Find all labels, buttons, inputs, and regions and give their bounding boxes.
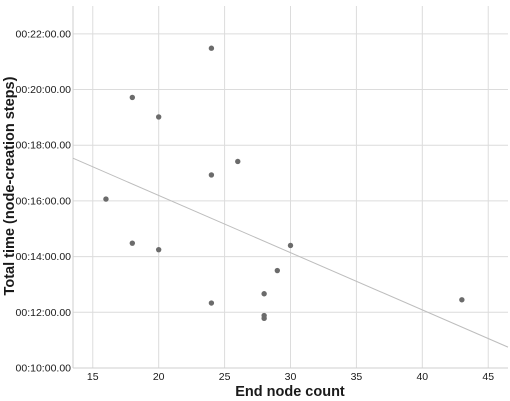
x-tick-label: 15 — [87, 371, 99, 383]
data-point — [261, 315, 267, 322]
data-point — [208, 172, 215, 178]
y-tick-label: 00:16:00.00 — [16, 195, 72, 207]
data-point — [208, 300, 215, 306]
data-point — [155, 114, 162, 120]
x-tick-label: 20 — [153, 371, 165, 383]
y-tick-label: 00:20:00.00 — [16, 84, 72, 96]
data-point — [129, 94, 136, 101]
x-tick-label: 30 — [285, 371, 297, 383]
y-axis-title: Total time (node-creation steps) — [2, 76, 18, 295]
data-point — [155, 246, 162, 253]
x-axis-title: End node count — [235, 384, 345, 400]
data-point — [208, 45, 215, 51]
tick-labels-layer: 15 20 25 30 35 40 45 00:10:00.00 00:12:00.00 00:1… — [16, 28, 495, 383]
x-tick-label: 40 — [416, 371, 428, 383]
data-point — [274, 267, 281, 274]
data-point — [103, 196, 109, 202]
data-point — [261, 291, 267, 297]
y-tick-label: 00:12:00.00 — [16, 307, 72, 319]
x-tick-label: 45 — [482, 371, 494, 383]
data-point — [287, 242, 294, 249]
points-layer — [103, 45, 465, 322]
grid-layer — [72, 6, 508, 369]
y-tick-label: 00:18:00.00 — [16, 140, 72, 152]
data-point — [235, 158, 241, 165]
y-tick-label: 00:22:00.00 — [16, 28, 72, 40]
data-point — [129, 240, 136, 246]
data-point — [459, 297, 465, 303]
y-tick-label: 00:10:00.00 — [16, 363, 72, 375]
y-tick-label: 00:14:00.00 — [16, 251, 72, 263]
x-tick-label: 25 — [219, 371, 231, 383]
fit-line-layer — [72, 157, 509, 348]
fit-line — [72, 157, 509, 348]
x-tick-label: 35 — [351, 371, 363, 383]
